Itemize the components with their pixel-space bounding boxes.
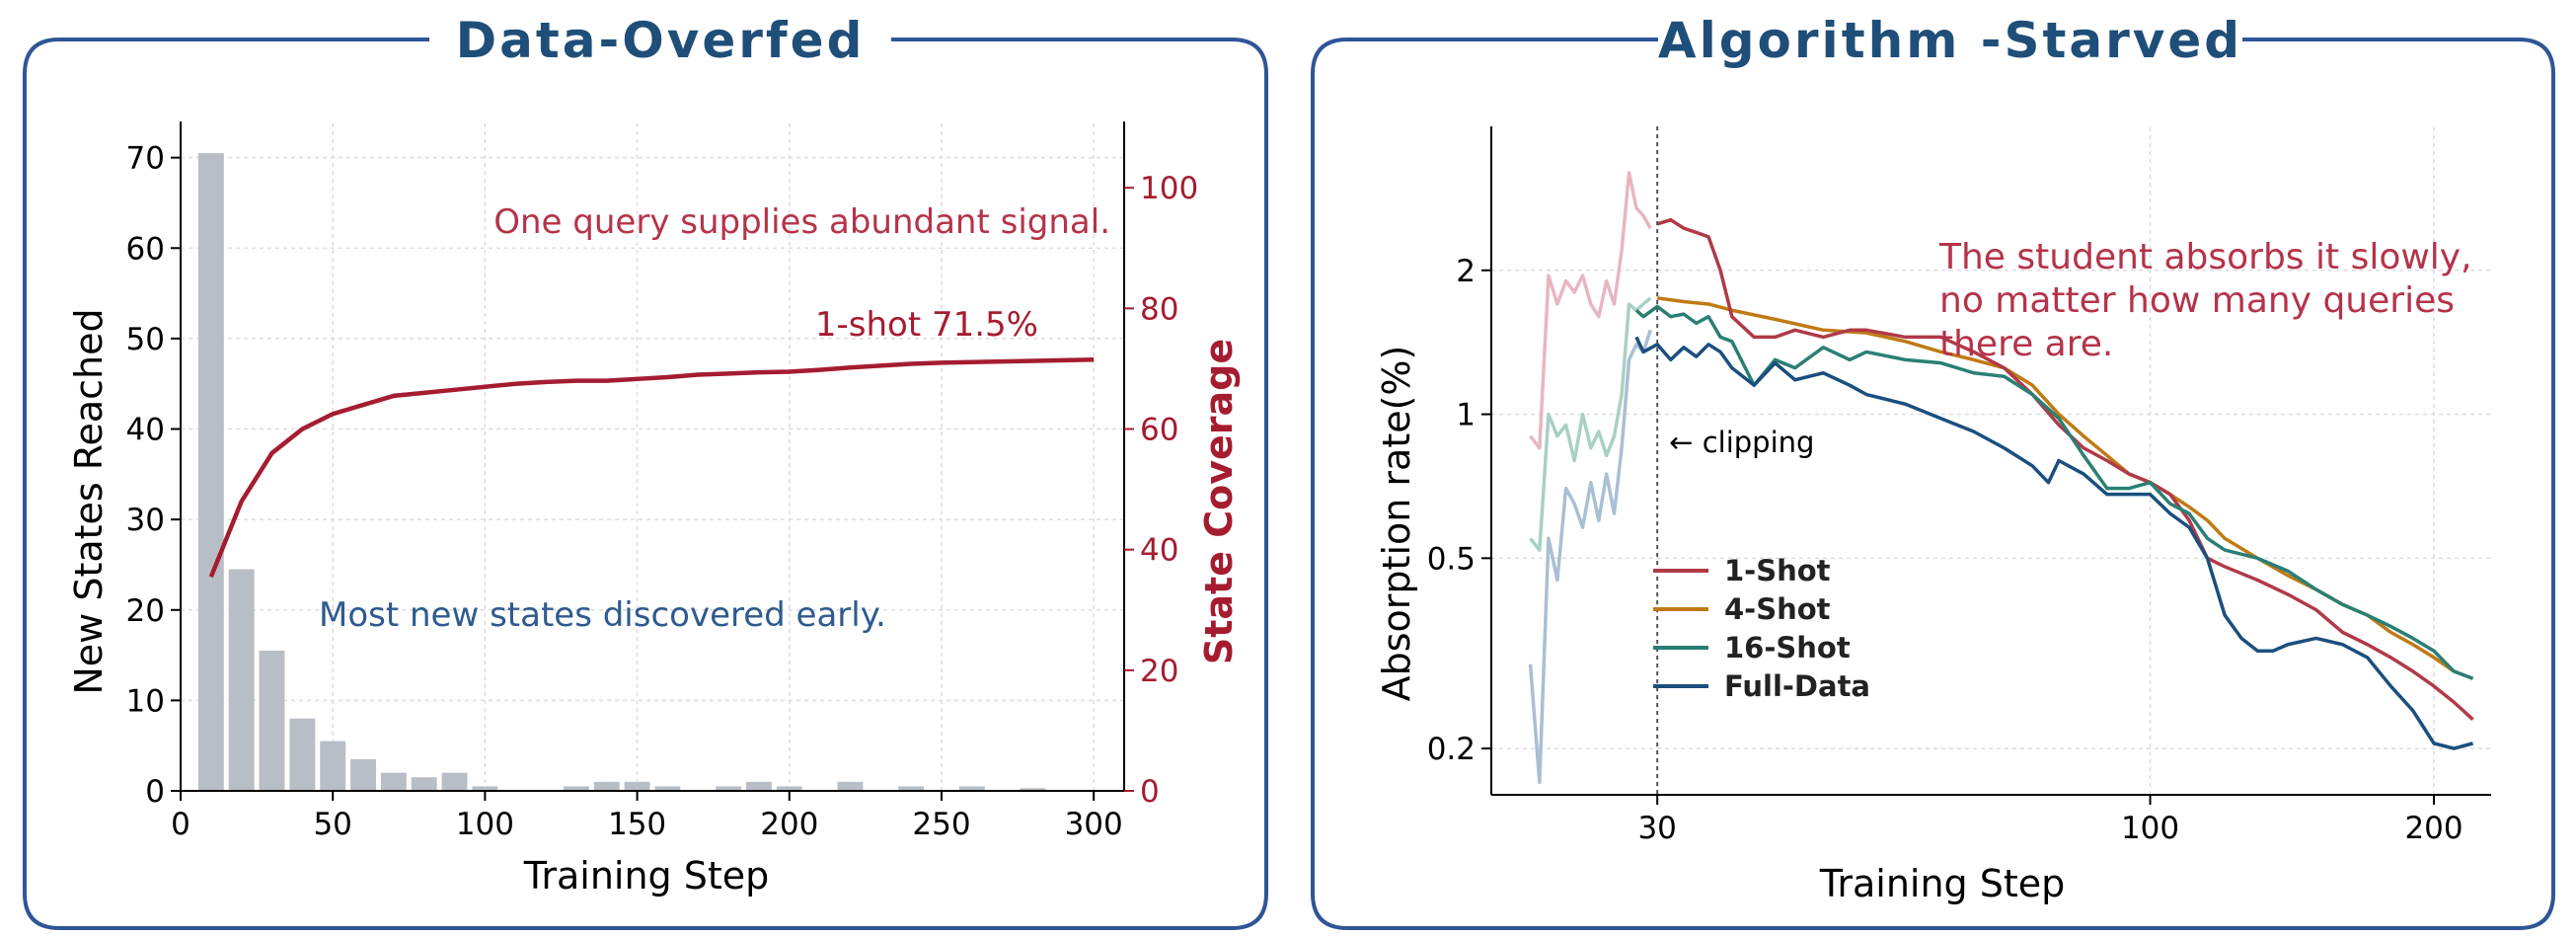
- right-legend-label-0: 1-Shot: [1724, 554, 1831, 587]
- right-legend-label-2: 16-Shot: [1724, 631, 1851, 664]
- right-ytick-label-2: 2: [1456, 254, 1476, 289]
- right-clip-marker: ← clipping: [1656, 126, 1814, 795]
- right-xlabel: Training Step: [1819, 862, 2066, 905]
- right-ytick-label-0.2: 0.2: [1427, 732, 1476, 767]
- left-xlabel: Training Step: [523, 854, 770, 898]
- right-clip-label: ← clipping: [1669, 426, 1814, 459]
- right-legend: 1-Shot 4-Shot 16-Shot Full-Data: [1653, 554, 1870, 703]
- left-bar-280: [1020, 788, 1046, 791]
- right-series-line-3: [1634, 336, 2474, 750]
- left-y2tick-label-0: 0: [1140, 774, 1160, 810]
- right-warmup-line-0: [1529, 171, 1652, 450]
- left-panel-title: Data-Overfed: [456, 12, 866, 69]
- right-annotation-line-3: there are.: [1939, 324, 2113, 364]
- left-y2tick-label-20: 20: [1140, 654, 1178, 689]
- left-bar-190: [745, 781, 772, 791]
- left-xtick-label-0: 0: [171, 807, 190, 842]
- right-series-line-0: [1656, 217, 2474, 721]
- left-ytick-label-10: 10: [126, 683, 165, 719]
- left-xtick-label-300: 300: [1065, 807, 1123, 842]
- left-bar-80: [411, 777, 437, 791]
- left-bar-130: [563, 786, 589, 791]
- left-y2tick-label-40: 40: [1140, 533, 1178, 569]
- left-ytick-label-50: 50: [126, 322, 165, 357]
- left-bar-240: [898, 786, 925, 791]
- left-bar-70: [380, 772, 407, 791]
- left-bars: [197, 153, 1046, 791]
- right-legend-label-1: 4-Shot: [1724, 592, 1831, 626]
- right-series-line-2: [1634, 304, 2474, 680]
- left-y2tick-label-60: 60: [1140, 413, 1178, 448]
- left-annotation-final: 1-shot 71.5%: [815, 305, 1038, 345]
- right-annotation-line-1: The student absorbs it slowly,: [1938, 237, 2472, 277]
- right-panel-frame: [1311, 38, 2555, 930]
- left-ytick-label-20: 20: [126, 593, 165, 629]
- left-y2tick-label-100: 100: [1140, 171, 1198, 206]
- left-ytick-label-40: 40: [126, 413, 165, 448]
- left-bar-40: [289, 718, 316, 791]
- left-bar-180: [716, 786, 742, 791]
- left-panel-frame: [23, 38, 1268, 930]
- left-bar-260: [958, 786, 985, 791]
- right-gridlines: [1491, 126, 2491, 795]
- right-axes: 0.2 0.5 1 2 30 100 200: [1427, 126, 2491, 846]
- left-bar-20: [228, 569, 255, 791]
- right-warmup-line-1: [1529, 296, 1652, 552]
- right-xtick-label-30: 30: [1637, 811, 1676, 846]
- left-xtick-label-250: 250: [912, 807, 970, 842]
- right-xtick-label-100: 100: [2121, 811, 2179, 846]
- left-xtick-label-150: 150: [608, 807, 666, 842]
- right-panel: Algorithm -Starved 0.2 0.5 1 2 30 100 200 ← cl…: [1311, 12, 2555, 930]
- left-bar-10: [197, 153, 224, 791]
- left-bar-50: [320, 741, 346, 791]
- right-series-lines: [1634, 217, 2474, 750]
- right-ylabel: Absorption rate(%): [1375, 346, 1418, 702]
- right-ytick-label-0.5: 0.5: [1427, 541, 1476, 577]
- left-ytick-label-0: 0: [145, 774, 165, 810]
- left-bar-150: [624, 781, 650, 791]
- left-xtick-label-100: 100: [456, 807, 514, 842]
- left-bar-100: [472, 786, 498, 791]
- left-bar-60: [350, 758, 376, 791]
- left-bar-90: [441, 772, 468, 791]
- left-bar-160: [654, 786, 681, 791]
- left-xtick-label-200: 200: [760, 807, 818, 842]
- right-warmup-lines: [1528, 171, 1652, 784]
- left-ytick-label-70: 70: [126, 141, 165, 177]
- left-ytick-label-60: 60: [126, 231, 165, 267]
- left-y2tick-label-80: 80: [1140, 291, 1178, 327]
- right-ytick-label-1: 1: [1456, 398, 1476, 433]
- left-xtick-label-50: 50: [313, 807, 351, 842]
- left-y2label: State Coverage: [1197, 339, 1241, 664]
- right-legend-label-3: Full-Data: [1724, 669, 1870, 703]
- left-annotation-top: One query supplies abundant signal.: [493, 202, 1110, 242]
- left-axes: 0 10 20 30 40 50 60 70 0 50 100 150 200 250 300 0 20 40 60…: [126, 121, 1198, 842]
- left-bar-140: [593, 781, 620, 791]
- left-ytick-label-30: 30: [126, 503, 165, 538]
- left-ylabel: New States Reached: [67, 308, 111, 694]
- left-bar-200: [776, 786, 802, 791]
- left-coverage-line-group: [208, 357, 1095, 579]
- right-warmup-line-2: [1528, 329, 1652, 784]
- left-coverage-line: [208, 357, 1095, 579]
- left-bar-220: [837, 781, 864, 791]
- right-panel-title: Algorithm -Starved: [1658, 12, 2242, 69]
- left-annotation-early: Most new states discovered early.: [319, 595, 886, 635]
- right-xtick-label-200: 200: [2404, 811, 2462, 846]
- left-bar-30: [259, 650, 285, 791]
- right-annotation-line-2: no matter how many queries: [1939, 280, 2455, 321]
